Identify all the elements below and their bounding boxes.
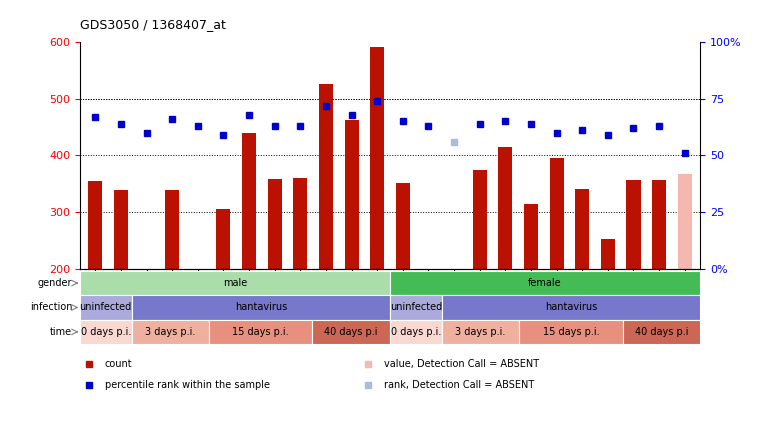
Text: 3 days p.i.: 3 days p.i.	[455, 327, 505, 337]
Bar	[191, 269, 205, 285]
Bar	[319, 83, 333, 269]
Text: count: count	[105, 358, 132, 369]
Bar	[293, 178, 307, 269]
Bar	[370, 47, 384, 269]
Bar	[139, 269, 154, 283]
Bar	[441, 295, 700, 320]
Bar	[422, 269, 435, 283]
Bar	[575, 190, 589, 269]
Text: uninfected: uninfected	[80, 302, 132, 313]
Bar	[80, 271, 390, 295]
Bar	[80, 295, 132, 320]
Bar	[209, 320, 313, 344]
Bar	[498, 147, 512, 269]
Bar	[519, 320, 622, 344]
Text: 40 days p.i: 40 days p.i	[635, 327, 688, 337]
Bar	[441, 320, 519, 344]
Text: 3 days p.i.: 3 days p.i.	[145, 327, 196, 337]
Bar	[313, 320, 390, 344]
Bar	[390, 271, 700, 295]
Bar	[652, 180, 666, 269]
Bar	[549, 158, 564, 269]
Bar	[268, 179, 282, 269]
Bar	[216, 209, 231, 269]
Bar	[345, 120, 358, 269]
Text: gender: gender	[37, 278, 72, 288]
Text: 15 days p.i.: 15 days p.i.	[233, 327, 289, 337]
Bar	[622, 320, 700, 344]
Text: hantavirus: hantavirus	[234, 302, 287, 313]
Text: 0 days p.i.: 0 days p.i.	[390, 327, 441, 337]
Text: infection: infection	[30, 302, 72, 313]
Bar	[600, 238, 615, 269]
Bar	[132, 295, 390, 320]
Bar	[524, 203, 538, 269]
Text: rank, Detection Call = ABSENT: rank, Detection Call = ABSENT	[384, 380, 534, 390]
Text: value, Detection Call = ABSENT: value, Detection Call = ABSENT	[384, 358, 539, 369]
Bar	[390, 320, 441, 344]
Text: female: female	[528, 278, 562, 288]
Bar	[114, 190, 128, 269]
Bar	[390, 295, 441, 320]
Bar	[80, 320, 132, 344]
Bar	[626, 180, 641, 269]
Bar	[165, 190, 180, 269]
Text: 40 days p.i: 40 days p.i	[324, 327, 378, 337]
Bar	[132, 320, 209, 344]
Text: GDS3050 / 1368407_at: GDS3050 / 1368407_at	[80, 18, 226, 31]
Bar	[473, 170, 487, 269]
Text: 15 days p.i.: 15 days p.i.	[543, 327, 599, 337]
Text: time: time	[50, 327, 72, 337]
Bar	[242, 133, 256, 269]
Bar	[447, 269, 461, 283]
Text: male: male	[223, 278, 247, 288]
Text: 0 days p.i.: 0 days p.i.	[81, 327, 131, 337]
Bar	[678, 174, 692, 269]
Bar	[396, 182, 410, 269]
Text: uninfected: uninfected	[390, 302, 442, 313]
Bar	[88, 181, 102, 269]
Text: percentile rank within the sample: percentile rank within the sample	[105, 380, 269, 390]
Text: hantavirus: hantavirus	[545, 302, 597, 313]
